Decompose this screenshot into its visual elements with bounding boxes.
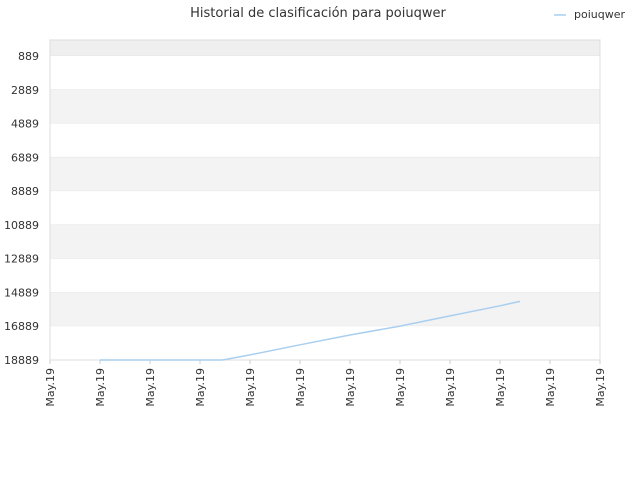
x-tick-label: May.19 <box>44 368 57 407</box>
x-tick-label: May.19 <box>444 368 457 407</box>
x-tick-label: May.19 <box>244 368 257 407</box>
chart-title: Historial de clasificación para poiuqwer <box>190 6 446 21</box>
plot-band <box>50 292 600 327</box>
y-tick-label: 889 <box>18 50 39 63</box>
y-tick-label: 4889 <box>11 118 39 131</box>
y-tick-label: 6889 <box>11 151 39 164</box>
plot-band <box>50 40 600 56</box>
x-tick-label: May.19 <box>144 368 157 407</box>
y-tick-label: 10889 <box>4 219 39 232</box>
plot-band <box>50 89 600 124</box>
x-tick-label: May.19 <box>594 368 607 407</box>
plot-band <box>50 191 600 225</box>
plot-band <box>50 56 600 90</box>
y-tick-label: 12889 <box>4 253 39 266</box>
x-axis: May.19 May.19 May.19 May.19 May.19 May.19 May.… <box>44 360 607 407</box>
x-tick-label: May.19 <box>194 368 207 407</box>
x-tick-label: May.19 <box>394 368 407 407</box>
y-axis: 889 2889 4889 6889 8889 10889 12889 14889 16889 1… <box>4 50 39 367</box>
y-tick-label: 2889 <box>11 84 39 97</box>
plot-band <box>50 258 600 293</box>
plot-bands <box>50 40 600 361</box>
y-tick-label: 8889 <box>11 185 39 198</box>
x-tick-label: May.19 <box>94 368 107 407</box>
plot-band <box>50 157 600 192</box>
x-tick-label: May.19 <box>294 368 307 407</box>
plot-band <box>50 326 600 360</box>
series-layer <box>100 300 521 361</box>
y-tick-label: 16889 <box>4 320 39 333</box>
x-tick-label: May.19 <box>344 368 357 407</box>
series-line-poiuqwer <box>100 300 521 361</box>
x-tick-label: May.19 <box>494 368 507 407</box>
y-tick-label: 14889 <box>4 286 39 299</box>
plot-frame <box>49 39 601 361</box>
plot-band <box>50 123 600 158</box>
legend[interactable]: poiuqwer <box>554 8 625 21</box>
x-tick-label: May.19 <box>544 368 557 407</box>
y-tick-label: 18889 <box>4 354 39 367</box>
plot-band <box>50 224 600 259</box>
legend-label: poiuqwer <box>574 8 625 21</box>
